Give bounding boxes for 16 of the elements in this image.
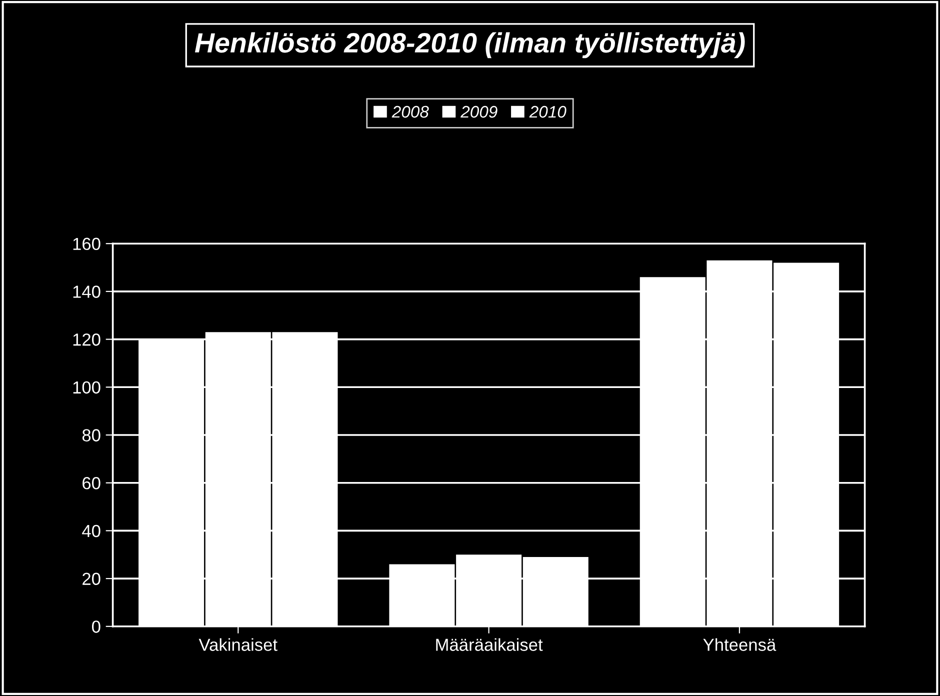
- chart-title: Henkilöstö 2008-2010 (ilman työllistettyjä): [194, 32, 745, 58]
- y-tick-label: 60: [82, 477, 100, 490]
- legend-label: 2010: [529, 106, 566, 118]
- y-tick-label: 80: [82, 429, 100, 442]
- y-tick-label: 20: [82, 572, 100, 586]
- legend-label: 2009: [460, 106, 498, 118]
- y-tick-label: 40: [82, 524, 100, 538]
- y-tick-label: 100: [73, 381, 100, 394]
- y-tick-label: 160: [73, 238, 100, 250]
- x-tick-label: Määräaikaiset: [436, 638, 543, 651]
- y-tick-label: 140: [73, 286, 100, 298]
- legend-label: 2008: [392, 106, 429, 118]
- x-tick-label: Yhteensä: [703, 638, 776, 651]
- y-tick-label: 0: [92, 620, 100, 633]
- y-tick-label: 120: [73, 333, 100, 346]
- x-tick-label: Vakinaiset: [198, 638, 278, 651]
